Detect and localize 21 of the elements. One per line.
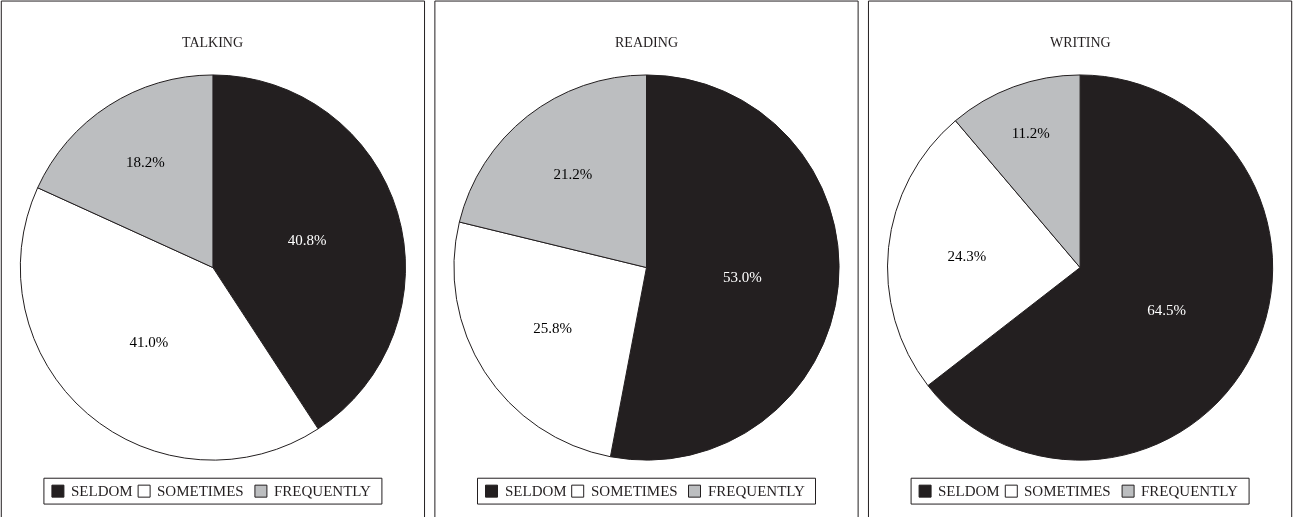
legend-label: FREQUENTLY [1141, 483, 1238, 499]
legend-label: FREQUENTLY [274, 483, 371, 499]
data-label: 21.2% [553, 165, 593, 182]
data-label: 11.2% [1011, 125, 1050, 142]
legend-label: SOMETIMES [1024, 483, 1111, 499]
data-label: 24.3% [947, 247, 987, 264]
legend-label: SOMETIMES [591, 483, 678, 499]
data-label: 25.8% [533, 319, 572, 336]
legend-label: SOMETIMES [157, 483, 244, 499]
legend-label: FREQUENTLY [708, 483, 805, 499]
chart-title: WRITING [1050, 35, 1111, 50]
chart-title: READING [615, 35, 678, 50]
data-label: 53.0% [722, 268, 762, 285]
legend-label: SELDOM [71, 483, 133, 499]
data-label: 64.5% [1147, 301, 1186, 318]
data-label: 41.0% [129, 334, 169, 351]
chart-title: TALKING [182, 35, 244, 50]
legend-label: SELDOM [938, 483, 1000, 499]
data-label: 40.8% [287, 231, 327, 248]
data-label: 18.2% [125, 154, 165, 171]
legend-label: SELDOM [505, 483, 567, 499]
